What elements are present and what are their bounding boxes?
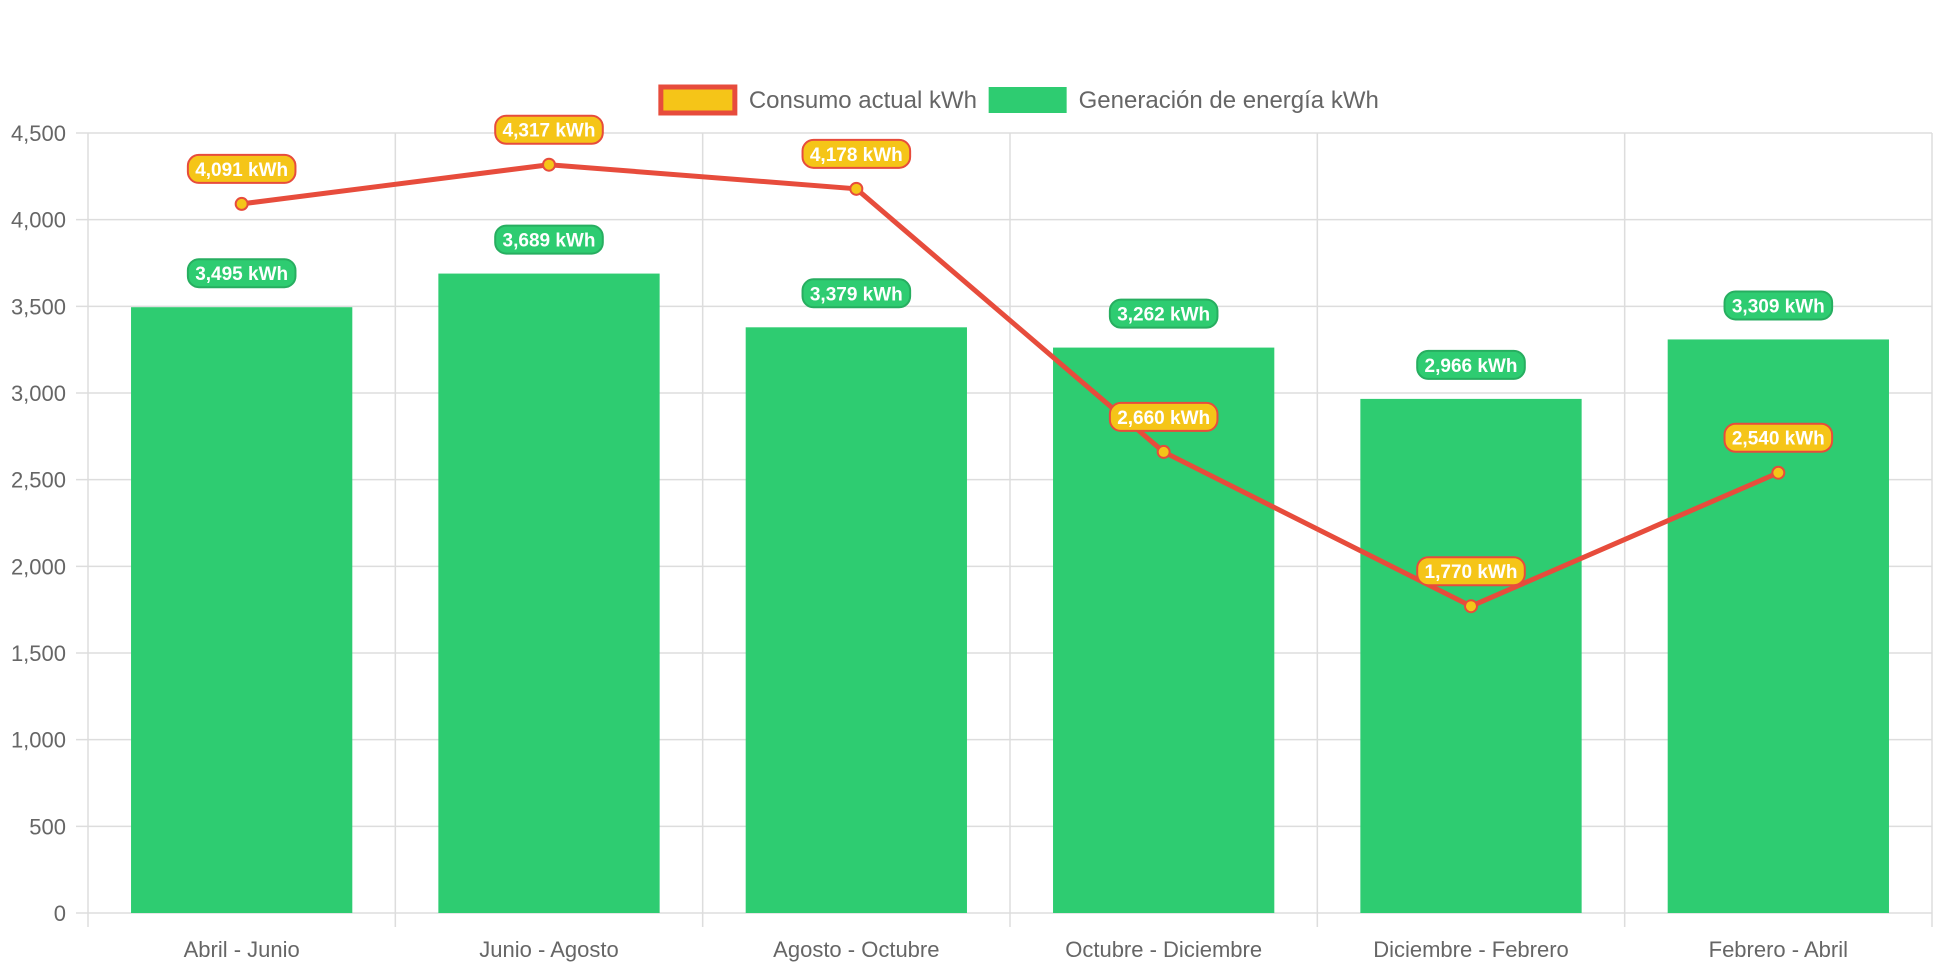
generacion-data-label: 3,495 kWh — [186, 258, 297, 289]
generacion-data-label-text: 3,495 kWh — [195, 264, 288, 285]
generacion-data-label-box — [186, 258, 297, 289]
consumo-data-label-box — [1108, 401, 1219, 432]
consumo-data-label-text: 4,178 kWh — [810, 145, 903, 166]
consumo-data-label-box — [1416, 556, 1526, 587]
generacion-data-label-text: 2,966 kWh — [1425, 356, 1518, 377]
axis-layer: 0 500 1,000 1,500 2,000 2,500 3,000 3,500 4,000 4… — [11, 121, 1848, 962]
generacion-data-label: 3,379 kWh — [801, 278, 912, 309]
legend: Consumo actual kWh Generación de energía … — [658, 84, 1379, 116]
x-tick-label: Febrero - Abril — [1709, 937, 1848, 962]
consumo-point — [234, 196, 249, 211]
consumo-data-label: 2,540 kWh — [1723, 422, 1834, 453]
generacion-data-label: 3,262 kWh — [1108, 298, 1219, 329]
generacion-bar — [438, 273, 660, 913]
consumo-data-label-text: 4,317 kWh — [503, 121, 596, 142]
generacion-bar — [1053, 347, 1275, 913]
generacion-data-label-box — [801, 278, 912, 309]
consumo-data-label-box — [801, 138, 912, 169]
legend-swatch-consumo — [658, 84, 738, 116]
x-tick-label: Octubre - Diciembre — [1065, 937, 1262, 962]
consumo-data-label: 2,660 kWh — [1108, 401, 1219, 432]
consumo-data-label-box — [1723, 422, 1834, 453]
y-tick-label: 1,500 — [11, 641, 66, 666]
generacion-data-label: 2,966 kWh — [1416, 349, 1526, 380]
generacion-data-label-text: 3,689 kWh — [503, 231, 596, 252]
y-tick-label: 3,000 — [11, 381, 66, 406]
y-tick-label: 4,000 — [11, 208, 66, 233]
consumo-data-label: 1,770 kWh — [1416, 556, 1526, 587]
consumo-data-label-text: 2,660 kWh — [1117, 408, 1210, 429]
x-tick-label: Junio - Agosto — [479, 937, 618, 962]
consumo-data-label: 4,178 kWh — [801, 138, 912, 169]
legend-item: Consumo actual kWh — [658, 84, 977, 116]
consumo-data-label-text: 2,540 kWh — [1732, 429, 1825, 450]
line-layer — [234, 157, 1786, 614]
legend-label: Consumo actual kWh — [749, 87, 977, 114]
consumo-data-label: 4,091 kWh — [186, 153, 297, 184]
consumo-point — [1771, 465, 1786, 480]
x-tick-label: Abril - Junio — [184, 937, 300, 962]
consumo-point — [542, 157, 556, 172]
legend-item: Generación de energía kWh — [988, 87, 1379, 114]
consumo-data-label-text: 4,091 kWh — [195, 160, 288, 181]
y-tick-label: 500 — [29, 814, 66, 839]
generacion-data-label-text: 3,309 kWh — [1732, 296, 1825, 317]
y-tick-label: 2,000 — [11, 554, 66, 579]
x-tick-label: Diciembre - Febrero — [1373, 937, 1569, 962]
legend-label: Generación de energía kWh — [1079, 87, 1379, 114]
consumo-data-label: 4,317 kWh — [494, 114, 604, 145]
consumo-data-label-text: 1,770 kWh — [1425, 562, 1518, 583]
generacion-data-label-box — [494, 224, 604, 255]
legend-swatch-generacion — [988, 87, 1067, 113]
grid-layer — [76, 132, 1933, 927]
consumo-point — [1156, 444, 1171, 459]
generacion-bar — [1360, 398, 1582, 914]
generacion-bar — [745, 327, 967, 914]
consumo-point — [849, 181, 864, 196]
bar-layer — [131, 273, 1889, 914]
consumo-data-label-box — [494, 114, 604, 145]
consumo-line — [241, 162, 1780, 609]
generacion-data-label: 3,309 kWh — [1723, 290, 1834, 321]
y-tick-label: 0 — [54, 901, 66, 926]
generacion-data-label-text: 3,379 kWh — [810, 284, 903, 305]
y-tick-label: 2,500 — [11, 468, 66, 493]
consumo-data-label-box — [186, 153, 297, 184]
generacion-data-label-text: 3,262 kWh — [1117, 305, 1210, 326]
x-tick-label: Agosto - Octubre — [773, 937, 939, 962]
generacion-data-label: 3,689 kWh — [494, 224, 604, 255]
generacion-data-label-box — [1723, 290, 1834, 321]
consumo-point — [1464, 599, 1478, 614]
y-tick-label: 4,500 — [11, 121, 66, 146]
generacion-data-label-box — [1108, 298, 1219, 329]
generacion-bar — [131, 307, 353, 913]
y-tick-label: 3,500 — [11, 294, 66, 319]
data-label-layer: 3,495 kWh 3,689 kWh 3,379 kWh 3,262 kWh 2,96… — [186, 114, 1834, 587]
y-tick-label: 1,000 — [11, 728, 66, 753]
generacion-data-label-box — [1416, 349, 1526, 380]
